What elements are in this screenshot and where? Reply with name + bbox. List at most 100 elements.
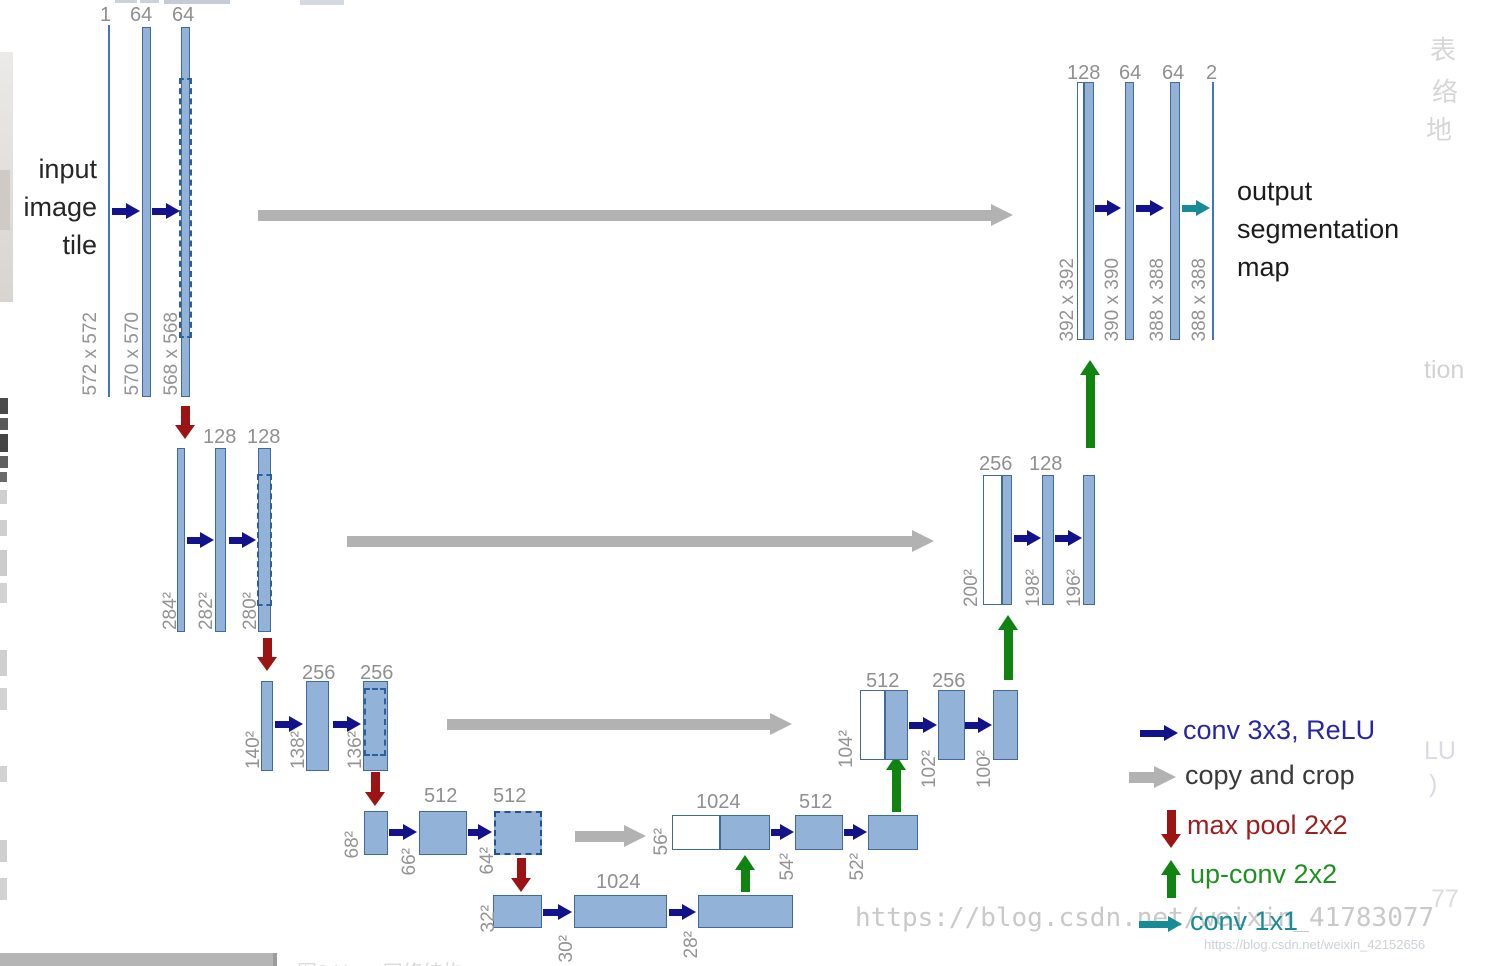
output-map-bar [1212, 82, 1214, 340]
size-label: 32² [478, 904, 499, 932]
legend-up-conv-arrow [1161, 860, 1181, 898]
channel-label: 512 [424, 785, 458, 807]
edge-artifact [0, 456, 8, 468]
feature-map-bar [868, 815, 918, 850]
size-label: 570 x 570 [122, 311, 143, 395]
size-label: 136² [345, 730, 366, 769]
size-label: 104² [836, 729, 857, 768]
edge-artifact [0, 434, 8, 452]
conv-arrow [333, 716, 361, 732]
channel-label: 256 [302, 662, 336, 684]
channel-label: 128 [203, 426, 237, 448]
crop-region-outline [364, 688, 386, 756]
legend-conv-arrow [1140, 724, 1178, 742]
up-conv-arrow [998, 615, 1018, 680]
size-label: 56² [651, 827, 672, 855]
feature-map-bar-cropped [494, 811, 542, 855]
copy-crop-arrow [447, 713, 792, 735]
conv-arrow [1136, 200, 1164, 216]
conv-arrow [1014, 530, 1041, 546]
conv-arrow [152, 203, 180, 219]
output-segmentation-map-label: output segmentation map [1237, 172, 1399, 286]
size-label: 138² [288, 730, 309, 769]
watermark-ghost-77: 77 [1431, 885, 1459, 913]
feature-map-bar [363, 681, 388, 771]
edge-artifact [0, 840, 7, 862]
feature-map-bar [1083, 475, 1095, 605]
size-label: 28² [681, 930, 702, 958]
conv-arrow [229, 532, 256, 548]
watermark-tion: tion [1424, 356, 1465, 384]
input-image-tile-label: input image tile [0, 150, 97, 264]
size-label: 284² [160, 591, 181, 630]
edge-artifact [140, 0, 159, 3]
legend-max-pool-label: max pool 2x2 [1187, 810, 1348, 840]
copy-crop-arrow [575, 825, 646, 847]
channel-label: 64 [1119, 62, 1142, 84]
feature-map-bar [1170, 82, 1180, 340]
feature-map-bar [574, 895, 667, 928]
up-conv-arrow [1080, 360, 1100, 448]
input-label-line: image [23, 192, 97, 222]
figure-caption: 图2 U-net网络结构 [297, 956, 463, 966]
up-conv-feature-map [1077, 82, 1084, 340]
size-label: 392 x 392 [1057, 257, 1078, 341]
conv-arrow [275, 716, 303, 732]
size-label: 196² [1064, 568, 1085, 607]
feature-map-bar [698, 895, 793, 928]
conv-arrow [844, 824, 867, 840]
bottom-scrollbar-fragment[interactable] [0, 953, 277, 966]
edge-artifact [0, 520, 7, 536]
feature-map-bar [177, 448, 185, 632]
legend-copy-crop-label: copy and crop [1185, 760, 1355, 790]
legend-conv-1x1-label: conv 1x1 [1190, 906, 1299, 936]
edge-artifact [0, 766, 7, 782]
feature-map-bar [261, 681, 273, 771]
edge-artifact [0, 583, 7, 603]
conv-arrow [468, 824, 492, 840]
channel-label: 64 [172, 4, 195, 26]
edge-artifact [0, 170, 10, 230]
edge-artifact [115, 0, 137, 3]
conv-arrow [389, 824, 417, 840]
up-conv-arrow [886, 755, 906, 812]
size-label: 140² [243, 730, 264, 769]
size-label: 100² [974, 749, 995, 788]
feature-map-bar [419, 811, 467, 855]
size-label: 568 x 568 [161, 311, 182, 395]
channel-label: 64 [130, 4, 153, 26]
conv-arrow [543, 904, 572, 920]
feature-map-bar [181, 27, 190, 397]
feature-map-bar [1042, 475, 1054, 605]
size-label: 54² [777, 852, 798, 880]
input-label-line: tile [62, 230, 97, 260]
max-pool-arrow [365, 772, 385, 806]
feature-map-bar [215, 448, 226, 632]
size-label: 66² [399, 847, 420, 875]
channel-label: 1024 [696, 791, 741, 813]
copy-crop-arrow [347, 530, 934, 552]
channel-label: 256 [979, 453, 1013, 475]
channel-label: 64 [1162, 62, 1185, 84]
feature-map-bar [493, 895, 542, 928]
feature-map-bar [993, 690, 1018, 760]
legend-conv-1x1-arrow [1139, 914, 1182, 934]
feature-map-bar [306, 681, 329, 771]
watermark-cjk-2: 络 [1432, 77, 1459, 107]
max-pool-arrow [511, 858, 531, 892]
input-label-line: input [38, 154, 97, 184]
up-conv-feature-map [983, 475, 1002, 605]
max-pool-arrow [175, 406, 195, 439]
legend-up-conv-label: up-conv 2x2 [1190, 859, 1338, 889]
size-label: 30² [556, 934, 577, 962]
channel-label: 512 [493, 785, 527, 807]
crop-region-outline [257, 474, 272, 606]
channel-label: 128 [1067, 62, 1101, 84]
copied-feature-map [1084, 82, 1094, 340]
edge-artifact [0, 490, 7, 504]
size-label: 388 x 388 [1189, 257, 1210, 341]
legend-max-pool-arrow [1161, 810, 1181, 848]
channel-label: 512 [866, 670, 900, 692]
watermark-url-big: https://blog.csdn.net/weixin_41783077 [855, 903, 1435, 933]
